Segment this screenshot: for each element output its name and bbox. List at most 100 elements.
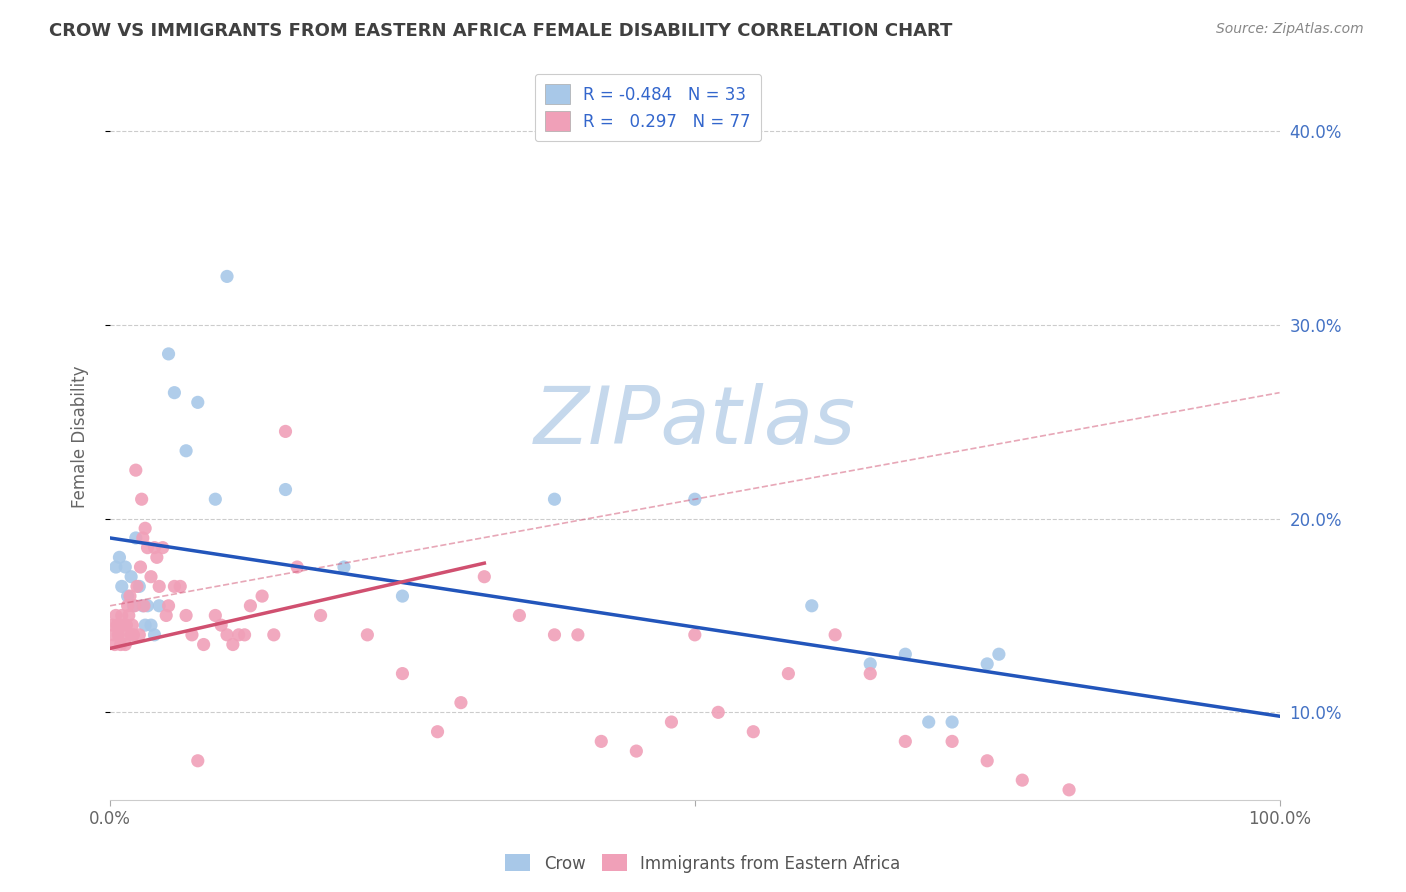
Point <box>661 714 683 729</box>
Point <box>894 734 917 748</box>
Point <box>683 492 706 507</box>
Point <box>707 706 730 720</box>
Point <box>114 638 136 652</box>
Point <box>239 599 262 613</box>
Point <box>118 608 141 623</box>
Point <box>125 579 148 593</box>
Point <box>143 628 166 642</box>
Point <box>941 714 963 729</box>
Point <box>274 483 297 497</box>
Point <box>104 560 127 574</box>
Point <box>111 618 134 632</box>
Point <box>103 628 125 642</box>
Point <box>157 347 180 361</box>
Point <box>894 647 917 661</box>
Point <box>110 638 132 652</box>
Point <box>111 579 134 593</box>
Point <box>285 560 308 574</box>
Point <box>591 734 613 748</box>
Point <box>778 666 800 681</box>
Point <box>131 492 153 507</box>
Point <box>107 628 129 642</box>
Point <box>132 531 155 545</box>
Point <box>117 589 139 603</box>
Point <box>626 744 648 758</box>
Point <box>146 550 169 565</box>
Point <box>124 599 146 613</box>
Point <box>115 618 138 632</box>
Point <box>157 599 180 613</box>
Point <box>112 628 135 642</box>
Point <box>508 608 530 623</box>
Point <box>976 657 998 671</box>
Point <box>169 579 191 593</box>
Point <box>204 608 226 623</box>
Point <box>148 599 170 613</box>
Point <box>181 628 204 642</box>
Point <box>222 638 245 652</box>
Point <box>152 541 174 555</box>
Point <box>250 589 273 603</box>
Point <box>136 541 159 555</box>
Point <box>143 541 166 555</box>
Point <box>132 599 155 613</box>
Legend: Crow, Immigrants from Eastern Africa: Crow, Immigrants from Eastern Africa <box>499 847 907 880</box>
Point <box>824 628 846 642</box>
Point <box>356 628 378 642</box>
Point <box>132 599 155 613</box>
Point <box>187 754 209 768</box>
Point <box>148 579 170 593</box>
Point <box>134 618 156 632</box>
Point <box>1011 773 1033 788</box>
Point <box>683 628 706 642</box>
Point <box>104 608 127 623</box>
Point <box>543 492 565 507</box>
Point <box>472 570 495 584</box>
Point <box>187 395 209 409</box>
Legend: R = -0.484   N = 33, R =   0.297   N = 77: R = -0.484 N = 33, R = 0.297 N = 77 <box>536 74 761 141</box>
Point <box>742 724 765 739</box>
Point <box>120 628 142 642</box>
Point <box>426 724 449 739</box>
Point <box>121 618 143 632</box>
Point <box>800 599 823 613</box>
Point <box>136 599 159 613</box>
Point <box>228 628 250 642</box>
Point <box>163 385 186 400</box>
Point <box>567 628 589 642</box>
Point <box>233 628 256 642</box>
Point <box>941 734 963 748</box>
Point <box>129 560 152 574</box>
Point <box>274 425 297 439</box>
Point <box>987 647 1010 661</box>
Point <box>859 657 882 671</box>
Point <box>134 521 156 535</box>
Point <box>125 531 148 545</box>
Point <box>108 618 131 632</box>
Point <box>105 618 128 632</box>
Point <box>125 463 148 477</box>
Point <box>139 570 162 584</box>
Point <box>118 589 141 603</box>
Point <box>104 638 127 652</box>
Y-axis label: Female Disability: Female Disability <box>72 365 89 508</box>
Point <box>976 754 998 768</box>
Point <box>391 666 413 681</box>
Point <box>543 628 565 642</box>
Point <box>204 492 226 507</box>
Point <box>111 608 134 623</box>
Point <box>918 714 941 729</box>
Point <box>101 618 124 632</box>
Text: Source: ZipAtlas.com: Source: ZipAtlas.com <box>1216 22 1364 37</box>
Point <box>122 599 145 613</box>
Point <box>859 666 882 681</box>
Point <box>263 628 285 642</box>
Text: ZIPatlas: ZIPatlas <box>534 383 856 461</box>
Point <box>108 550 131 565</box>
Point <box>122 628 145 642</box>
Point <box>117 599 139 613</box>
Point <box>391 589 413 603</box>
Point <box>215 269 238 284</box>
Point <box>333 560 356 574</box>
Point <box>209 618 232 632</box>
